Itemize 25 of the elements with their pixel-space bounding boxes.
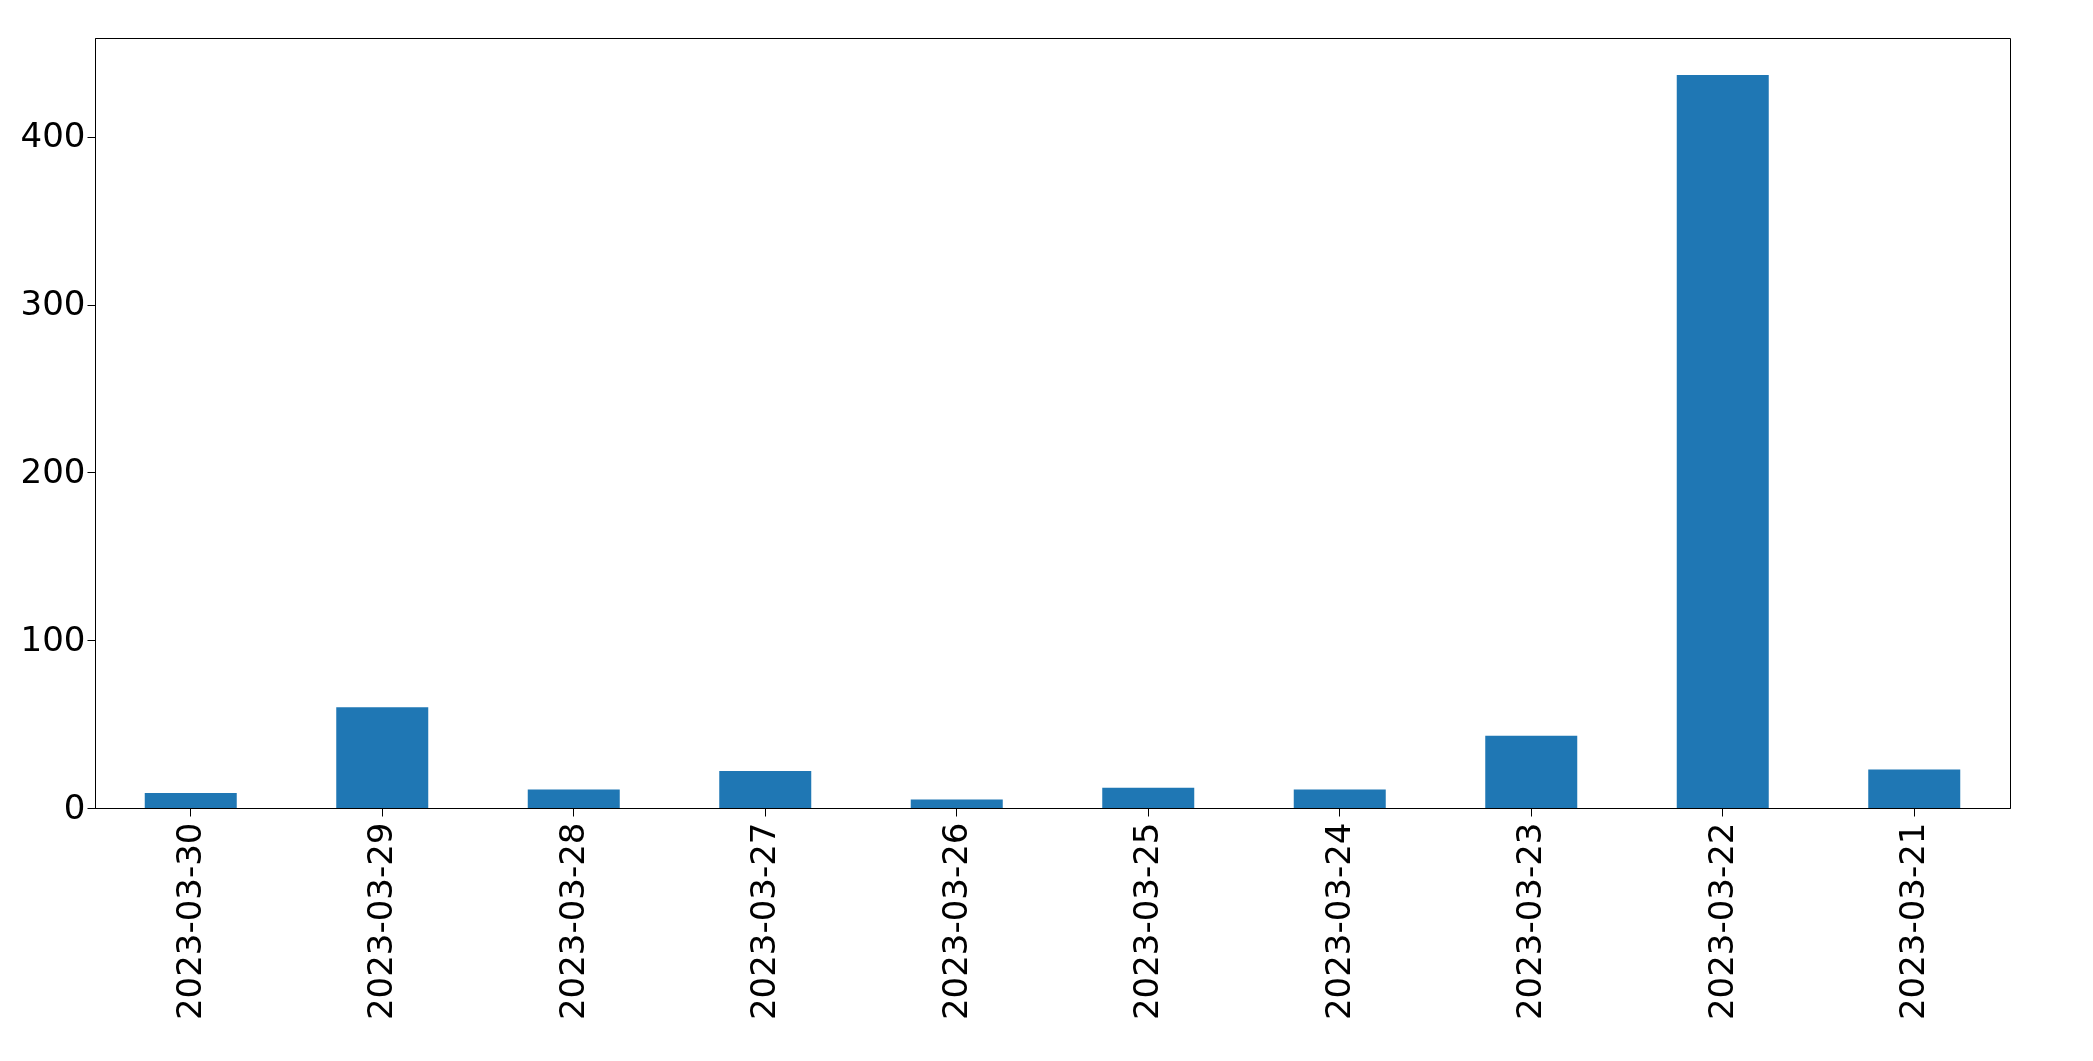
bar [719, 771, 812, 808]
x-tick-label: 2023-03-24 [1317, 822, 1358, 1021]
bar [144, 792, 237, 808]
bar [1102, 787, 1195, 808]
x-tick-label: 2023-03-30 [168, 822, 209, 1021]
x-tick-label: 2023-03-27 [743, 822, 784, 1021]
x-tick-label: 2023-03-23 [1509, 822, 1550, 1021]
bar [1868, 769, 1961, 808]
bar [1676, 74, 1769, 808]
y-tick-label: 200 [20, 450, 86, 491]
bar [1293, 789, 1386, 808]
x-tick-label: 2023-03-28 [551, 822, 592, 1021]
x-tick-label: 2023-03-29 [360, 822, 401, 1021]
x-tick-label: 2023-03-25 [1126, 822, 1167, 1021]
bar [1485, 735, 1578, 808]
x-tick-label: 2023-03-22 [1700, 822, 1741, 1021]
x-tick-label: 2023-03-21 [1892, 822, 1933, 1021]
bar [527, 789, 620, 808]
bar [336, 707, 429, 808]
y-tick-label: 400 [20, 115, 86, 156]
x-tick-label: 2023-03-26 [934, 822, 975, 1021]
y-tick-label: 300 [20, 283, 86, 324]
y-tick-label: 0 [63, 786, 86, 827]
y-tick-label: 100 [20, 618, 86, 659]
bar [910, 799, 1003, 808]
